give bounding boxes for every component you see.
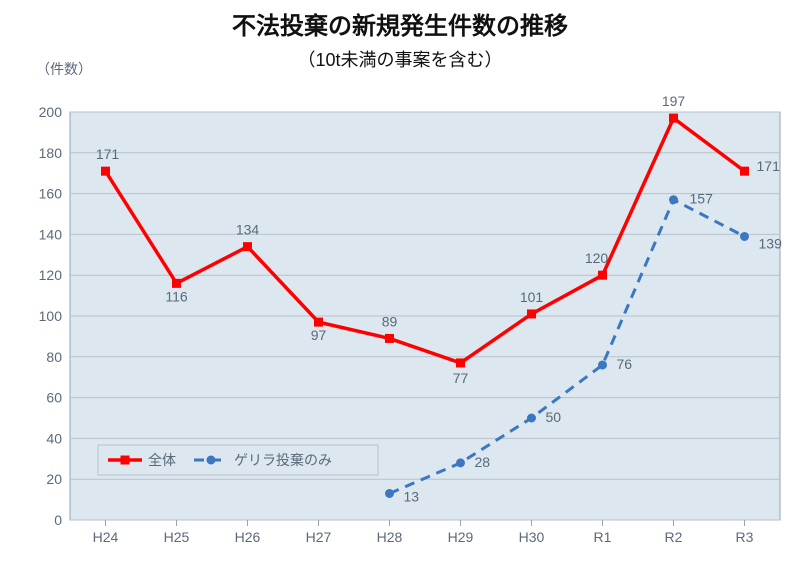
chart-subtitle: （10t未満の事案を含む） xyxy=(297,50,502,70)
chart-title: 不法投棄の新規発生件数の推移 xyxy=(232,12,568,40)
data-marker xyxy=(527,309,536,318)
x-tick-label: R1 xyxy=(594,529,612,545)
y-tick-label: 100 xyxy=(39,308,63,324)
data-marker xyxy=(527,414,536,423)
x-tick-label: H26 xyxy=(235,529,261,545)
y-tick-label: 0 xyxy=(54,512,62,528)
y-tick-label: 120 xyxy=(39,267,63,283)
x-tick-label: H27 xyxy=(306,529,332,545)
data-label: 139 xyxy=(759,235,783,251)
data-label: 157 xyxy=(690,191,714,207)
y-tick-label: 180 xyxy=(39,145,63,161)
data-marker xyxy=(456,458,465,467)
x-tick-label: R3 xyxy=(736,529,754,545)
data-marker xyxy=(740,232,749,241)
data-marker xyxy=(669,114,678,123)
y-tick-label: 140 xyxy=(39,226,63,242)
data-marker xyxy=(669,195,678,204)
line-chart: 0 20 40 60 80 100 120 140 160 180 200 H24 H25 H26 H27 H… xyxy=(0,0,800,563)
data-label: 134 xyxy=(236,222,260,238)
data-label: 89 xyxy=(382,313,398,329)
chart-container: 0 20 40 60 80 100 120 140 160 180 200 H24 H25 H26 H27 H… xyxy=(0,0,800,563)
y-tick-label: 40 xyxy=(46,430,62,446)
data-marker xyxy=(598,360,607,369)
data-marker xyxy=(314,318,323,327)
data-marker xyxy=(243,242,252,251)
y-tick-label: 200 xyxy=(39,104,63,120)
y-axis-unit: （件数） xyxy=(36,61,92,77)
data-marker xyxy=(172,279,181,288)
legend-label: 全体 xyxy=(148,452,176,468)
x-tick-label: H28 xyxy=(377,529,403,545)
data-label: 171 xyxy=(757,158,781,174)
data-marker xyxy=(385,334,394,343)
data-marker xyxy=(598,271,607,280)
data-label: 77 xyxy=(453,370,469,386)
x-tick-label: R2 xyxy=(665,529,683,545)
y-tick-label: 160 xyxy=(39,186,63,202)
data-label: 116 xyxy=(165,288,188,304)
y-tick-label: 20 xyxy=(46,471,62,487)
data-marker xyxy=(101,167,110,176)
data-marker xyxy=(385,489,394,498)
data-label: 13 xyxy=(404,488,420,504)
data-label: 101 xyxy=(520,289,544,305)
data-label: 171 xyxy=(96,146,120,162)
x-tick-label: H24 xyxy=(93,529,119,545)
data-label: 197 xyxy=(662,93,686,109)
data-label: 76 xyxy=(617,356,633,372)
data-label: 120 xyxy=(585,250,609,266)
x-tick-label: H25 xyxy=(164,529,190,545)
x-tick-label: H30 xyxy=(519,529,545,545)
data-label: 97 xyxy=(311,327,327,343)
legend-label: ゲリラ投棄のみ xyxy=(234,452,332,468)
data-marker xyxy=(740,167,749,176)
data-marker xyxy=(456,358,465,367)
data-label: 50 xyxy=(546,409,562,425)
y-tick-label: 60 xyxy=(46,390,62,406)
y-tick-label: 80 xyxy=(46,349,62,365)
data-label: 28 xyxy=(475,454,491,470)
x-tick-label: H29 xyxy=(448,529,474,545)
